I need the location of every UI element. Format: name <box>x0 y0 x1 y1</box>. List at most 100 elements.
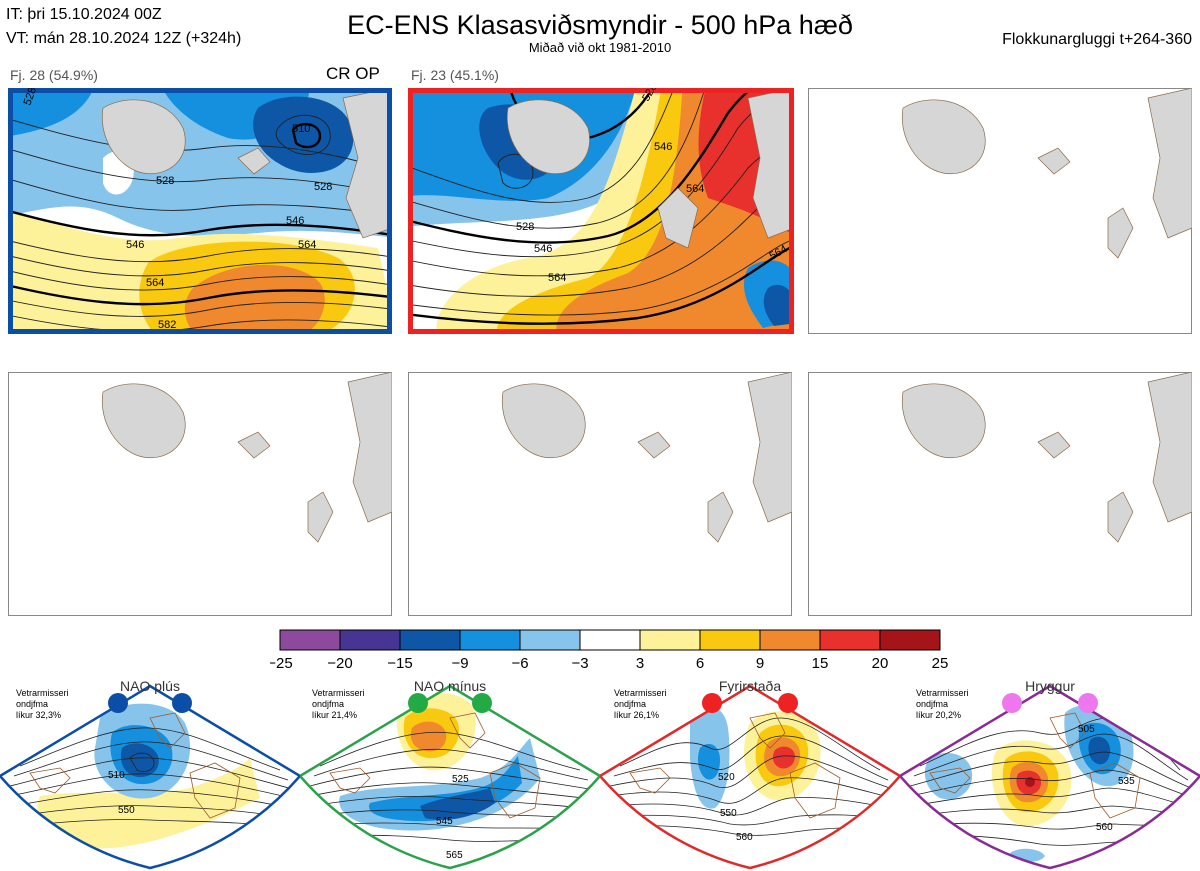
coastlines <box>929 712 1141 819</box>
colorbar-swatch <box>579 629 641 651</box>
empty-cluster-map <box>808 88 1192 334</box>
regime-dot <box>108 693 128 713</box>
cluster-frame <box>8 88 392 334</box>
colorbar-tick-label: 9 <box>756 655 764 672</box>
landmass <box>501 372 792 543</box>
regime-name: NAO plús <box>120 678 180 694</box>
initial-time: IT: þri 15.10.2024 00Z <box>6 6 162 23</box>
colorbar-tick-label: 3 <box>636 655 644 672</box>
contour-label: 510 <box>108 770 125 781</box>
contour-label: 545 <box>436 816 453 827</box>
colorbar-tick-label: −9 <box>451 655 468 672</box>
contour-label: 564 <box>686 183 704 195</box>
regime-months: ondjfma <box>916 699 948 709</box>
coastlines <box>629 712 841 819</box>
valid-time: VT: mán 28.10.2024 12Z (+324h) <box>6 30 242 47</box>
regime-months: ondjfma <box>312 699 344 709</box>
regime-probability: líkur 26,1% <box>614 710 659 720</box>
regime-probability: líkur 20,2% <box>916 710 961 720</box>
regime-dot <box>702 693 722 713</box>
regime-season: Vetrarmisseri <box>312 688 365 698</box>
contour-label: 564 <box>298 239 316 251</box>
anomaly-plus-9 <box>410 721 447 752</box>
colorbar-tick-label: 15 <box>812 655 829 672</box>
empty-cluster-map <box>808 372 1192 616</box>
colorbar-tick-label: −3 <box>571 655 588 672</box>
contour-label: 528 <box>516 221 534 233</box>
regime-probability: líkur 32,3% <box>16 710 61 720</box>
colorbar-tick-label: −6 <box>511 655 528 672</box>
colorbar-swatch <box>639 629 701 651</box>
colorbar-tick-label: 6 <box>696 655 704 672</box>
cluster-2-label: Fj. 23 (45.1%) <box>411 67 499 83</box>
anomaly-plus-9 <box>184 264 325 330</box>
regime-nao-plus: 510 550 NAO plús Vetrarmisseri ondjfma l… <box>0 678 300 870</box>
contour-label: 550 <box>720 808 737 819</box>
colorbar-swatch <box>819 629 881 651</box>
colorbar-ticks: −25 −20 −15 −9 −6 −3 3 6 9 15 20 25 <box>270 655 948 672</box>
regime-dot <box>778 693 798 713</box>
cluster-map-2: 528 546 564 528 546 564 564 <box>408 88 794 334</box>
regime-dot <box>1078 693 1098 713</box>
regime-months: ondjfma <box>16 699 48 709</box>
regime-frame <box>300 684 600 870</box>
contour-label: 564 <box>146 277 164 289</box>
map-frame <box>808 88 1192 334</box>
contour-label: 546 <box>654 141 672 153</box>
regime-probability: líkur 21,4% <box>312 710 357 720</box>
empty-cluster-map <box>8 372 392 616</box>
landmass <box>901 88 1192 259</box>
regime-ridge: 505 535 560 Hryggur Vetrarmisseri ondjfm… <box>900 678 1200 870</box>
colorbar-tick-label: 25 <box>932 655 949 672</box>
colorbar-swatch <box>339 629 401 651</box>
regime-dot <box>408 693 428 713</box>
regime-frame <box>600 684 900 870</box>
colorbar-swatch <box>519 629 581 651</box>
cluster-1-badge: CR OP <box>326 64 380 83</box>
empty-cluster-map <box>408 372 792 616</box>
colorbar-tick-label: −15 <box>387 655 412 672</box>
contour-label: 546 <box>534 243 552 255</box>
contour-label: 550 <box>118 805 135 816</box>
colorbar-swatch <box>759 629 821 651</box>
landmass <box>101 92 388 239</box>
anomaly-minus-15 <box>253 96 354 173</box>
regime-season: Vetrarmisseri <box>916 688 969 698</box>
coastlines <box>329 712 541 819</box>
colorbar-swatches <box>279 629 941 651</box>
page-subtitle: Miðað við okt 1981-2010 <box>528 40 672 55</box>
regime-months: ondjfma <box>614 699 646 709</box>
cluster-map-1: 528 510 528 528 546 546 564 564 582 <box>8 88 392 334</box>
contour-label: 546 <box>126 239 144 251</box>
anomaly-minus-15 <box>120 743 159 778</box>
cluster-frame <box>408 88 794 334</box>
colorbar-tick-label: −20 <box>327 655 352 672</box>
regime-blocking: 520 550 560 Fyrirstaða Vetrarmisseri ond… <box>600 678 900 870</box>
contour-label: 525 <box>452 774 469 785</box>
colorbar-tick-label: 20 <box>872 655 889 672</box>
landmass <box>101 372 392 543</box>
contour-label: 546 <box>286 215 304 227</box>
colorbar-swatch <box>459 629 521 651</box>
anomaly-minus-9 <box>697 744 720 780</box>
map-frame <box>8 372 392 616</box>
landmass <box>901 372 1192 543</box>
colorbar-tick-label: −25 <box>270 655 293 672</box>
regime-name: Fyrirstaða <box>719 678 781 694</box>
contour-label: 520 <box>718 772 735 783</box>
anomaly-plus-20 <box>1025 777 1035 787</box>
anomaly-plus-3 <box>37 758 261 849</box>
regime-row: 510 550 NAO plús Vetrarmisseri ondjfma l… <box>0 678 1200 871</box>
colorbar-swatch <box>879 629 941 651</box>
contour-label: 535 <box>1118 776 1135 787</box>
contour-label: 528 <box>156 175 174 187</box>
anomaly-minus-15 <box>1088 736 1111 765</box>
contour-label: 564 <box>548 272 566 284</box>
cluster-window-label: Flokkunargluggi t+264-360 <box>1002 31 1192 48</box>
anomaly-minus-9 <box>12 92 93 136</box>
regime-nao-minus: 525 545 565 NAO mínus Vetrarmisseri ondj… <box>300 678 600 870</box>
height-contours-major <box>12 122 388 306</box>
regime-frame <box>900 684 1200 870</box>
cluster-1-label: Fj. 28 (54.9%) <box>10 67 98 83</box>
regime-dot <box>172 693 192 713</box>
